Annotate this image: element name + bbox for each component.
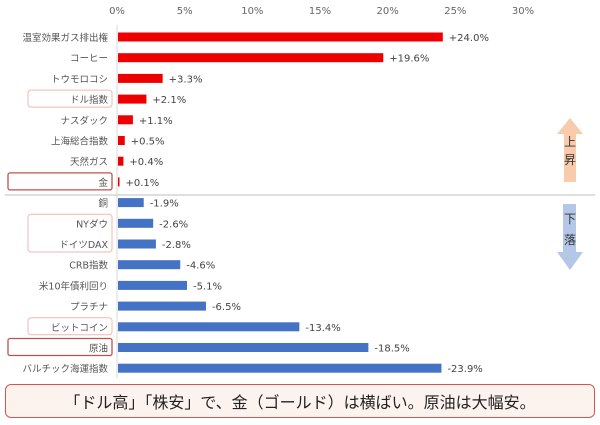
- bar: [118, 115, 133, 125]
- bar: [118, 280, 188, 290]
- data-label: -23.9%: [447, 364, 482, 375]
- bar: [118, 198, 144, 208]
- category-label: コーヒー: [70, 54, 108, 65]
- data-label: +0.5%: [131, 137, 165, 148]
- down-arrow-icon: [557, 204, 583, 270]
- highlight-box-light: [27, 213, 113, 253]
- bar: [118, 94, 147, 104]
- data-label: -2.6%: [159, 219, 188, 230]
- data-label: -6.5%: [212, 302, 241, 313]
- category-label: 原油: [89, 343, 108, 355]
- data-label: -13.4%: [305, 323, 340, 334]
- x-tick-label: 5%: [177, 6, 193, 17]
- caption-box: 「ドル高」「株安」で、金（ゴールド）は横ばい。原油は大幅安。: [5, 384, 595, 418]
- x-tick-label: 15%: [309, 6, 331, 17]
- category-label: 米10年債利回り: [39, 280, 108, 292]
- x-tick-label: 10%: [241, 6, 263, 17]
- x-tick-label: 0%: [109, 6, 125, 17]
- bar: [118, 156, 124, 166]
- category-label: NYダウ: [76, 218, 108, 230]
- category-label: CRB指数: [69, 260, 108, 272]
- up-label-1: 上: [564, 135, 576, 149]
- data-label: -4.6%: [186, 261, 215, 272]
- up-arrow-icon: [557, 118, 583, 182]
- down-label-1: 下: [564, 212, 576, 226]
- down-label-2: 落: [564, 233, 576, 247]
- data-label: -1.9%: [150, 199, 179, 210]
- category-label: バルチック海運指数: [22, 363, 108, 375]
- data-label: +1.1%: [139, 116, 173, 127]
- category-label: ビットコイン: [51, 323, 108, 334]
- data-label: +3.3%: [169, 74, 203, 85]
- data-label: +0.1%: [126, 178, 160, 189]
- bar: [118, 343, 369, 352]
- highlight-box-light: [27, 89, 113, 108]
- up-label-2: 昇: [564, 153, 576, 167]
- category-label: ドイツDAX: [59, 240, 108, 251]
- data-label: -2.8%: [162, 240, 191, 251]
- category-label: 温室効果ガス排出権: [22, 32, 108, 44]
- highlight-box-strong: [7, 337, 113, 357]
- bar: [118, 322, 300, 332]
- category-label: 銅: [98, 198, 108, 210]
- category-label: トウモロコシ: [51, 74, 108, 85]
- bar: [118, 260, 181, 270]
- category-label: 金: [98, 177, 108, 189]
- bar-chart: 0% 5% 10% 15% 20% 25% 30% 温室効果ガス排出権 +24.0% コーヒー +1…: [5, 6, 595, 378]
- highlight-box-light: [27, 317, 113, 336]
- bar: [118, 53, 384, 63]
- data-label: +2.1%: [152, 95, 186, 106]
- data-label: +0.4%: [129, 157, 163, 168]
- data-label: +24.0%: [449, 33, 489, 44]
- bar: [118, 136, 125, 145]
- highlight-box-strong: [7, 172, 113, 191]
- category-label: 上海総合指数: [51, 136, 109, 148]
- bar: [118, 32, 443, 42]
- category-label: 天然ガス: [70, 156, 108, 168]
- category-label: プラチナ: [70, 302, 108, 313]
- data-label: +19.6%: [389, 54, 429, 65]
- caption-text: 「ドル高」「株安」で、金（ゴールド）は横ばい。原油は大幅安。: [64, 393, 536, 412]
- x-tick-label: 20%: [377, 6, 399, 17]
- x-tick-label: 30%: [512, 6, 534, 17]
- bar: [118, 218, 154, 228]
- x-tick-label: 25%: [444, 6, 466, 17]
- bar: [118, 73, 163, 83]
- bar: [118, 301, 206, 311]
- data-label: -18.5%: [374, 344, 409, 355]
- category-label: ドル指数: [70, 94, 109, 106]
- bar: [118, 177, 120, 187]
- bar: [118, 239, 156, 249]
- bar: [118, 363, 442, 373]
- category-label: ナスダック: [60, 115, 108, 127]
- data-label: -5.1%: [193, 281, 222, 292]
